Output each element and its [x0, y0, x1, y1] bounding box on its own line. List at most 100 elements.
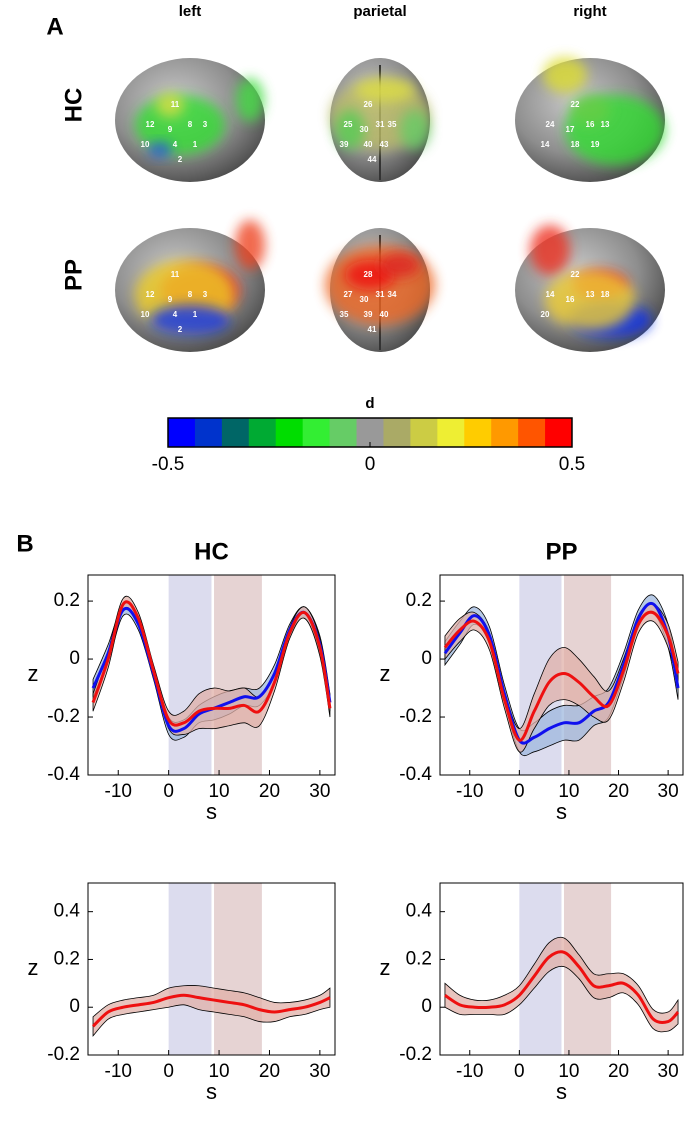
region-label: 31 [376, 290, 385, 299]
y-axis-label: z [380, 955, 391, 980]
panel-label: B [16, 530, 33, 557]
region-label: 31 [376, 120, 385, 129]
y-tick-label: -0.4 [47, 764, 80, 785]
region-label: 1 [193, 310, 198, 319]
region-label: 13 [586, 290, 595, 299]
activation-blob [335, 110, 365, 150]
x-tick-label: 0 [163, 781, 174, 802]
axes-frame [439, 574, 684, 776]
x-tick-label: 0 [514, 1061, 525, 1082]
x-tick-label: 20 [608, 781, 629, 802]
y-axis-label: z [28, 661, 39, 686]
activation-blob [570, 95, 610, 125]
region-label: 17 [566, 125, 575, 134]
error-band [444, 936, 679, 1033]
region-label: 27 [344, 290, 353, 299]
region-label: 22 [571, 270, 580, 279]
x-tick-label: 10 [208, 781, 229, 802]
region-label: 10 [141, 140, 150, 149]
x-tick-label: 30 [658, 781, 679, 802]
region-label: 19 [591, 140, 600, 149]
x-axis-label: s [206, 799, 217, 824]
series-line [444, 950, 680, 1024]
activation-blob [148, 142, 172, 158]
y-tick-label: 0.2 [406, 590, 432, 611]
x-tick-label: 0.5 [559, 454, 585, 475]
region-label: 41 [368, 325, 377, 334]
colorbar-cell [248, 418, 277, 447]
y-tick-label: -0.2 [399, 706, 432, 727]
colorbar-cell [491, 418, 519, 447]
region-label: 4 [173, 310, 178, 319]
colorbar-title: d [365, 395, 374, 412]
shaded-span [168, 575, 212, 775]
x-tick-label: 10 [558, 781, 579, 802]
x-axis-label: s [556, 1079, 567, 1104]
colorbar-cell [194, 418, 223, 447]
x-tick-label: -10 [456, 1061, 483, 1082]
y-tick-label: 0.4 [406, 901, 433, 922]
column-header: right [573, 3, 606, 20]
error-band [92, 985, 331, 1037]
region-label: 34 [388, 290, 397, 299]
activation-blob [400, 110, 430, 150]
y-axis-label: z [380, 661, 391, 686]
region-label: 9 [168, 125, 173, 134]
x-tick-label: -10 [105, 781, 132, 802]
region-label: 1 [193, 140, 198, 149]
colorbar-cell [383, 418, 411, 447]
x-tick-label: -0.5 [152, 454, 185, 475]
region-label: 43 [380, 140, 389, 149]
activation-blob [355, 78, 415, 102]
region-label: 24 [546, 120, 555, 129]
x-tick-label: 20 [259, 1061, 280, 1082]
error-band [92, 595, 331, 736]
region-label: 11 [171, 270, 180, 279]
axes-frame [87, 574, 336, 776]
y-tick-label: 0 [69, 648, 80, 669]
shaded-span [214, 575, 262, 775]
region-label: 4 [173, 140, 178, 149]
series-line [91, 600, 332, 727]
region-label: 40 [364, 140, 373, 149]
x-tick-label: 20 [259, 781, 280, 802]
region-label: 2 [178, 325, 183, 334]
series-line [443, 610, 680, 742]
region-label: 14 [541, 140, 550, 149]
activation-blob [150, 305, 230, 335]
region-label: 3 [203, 120, 208, 129]
y-tick-label: 0.2 [54, 590, 80, 611]
x-tick-label: 0 [514, 781, 525, 802]
colorbar-cell [464, 418, 492, 447]
y-tick-label: -0.2 [47, 706, 80, 727]
region-label: 44 [368, 155, 377, 164]
y-axis-label: z [28, 955, 39, 980]
x-tick-label: 30 [309, 1061, 330, 1082]
axes-frame [439, 882, 684, 1056]
activation-blob [545, 270, 635, 330]
activation-blob [380, 253, 420, 277]
region-label: 18 [601, 290, 610, 299]
column-header: parietal [353, 3, 406, 20]
x-tick-label: 10 [208, 1061, 229, 1082]
region-label: 12 [146, 290, 155, 299]
region-label: 9 [168, 295, 173, 304]
chart-title: PP [545, 538, 577, 565]
activation-blob [235, 220, 265, 270]
region-label: 14 [546, 290, 555, 299]
x-axis-label: s [556, 799, 567, 824]
region-label: 30 [360, 125, 369, 134]
x-tick-label: 0 [163, 1061, 174, 1082]
column-header: left [179, 3, 202, 20]
activation-blob [530, 225, 570, 275]
brain: 22 14 16 13 18 20 [515, 225, 665, 352]
y-tick-label: -0.4 [399, 764, 432, 785]
colorbar-cell [168, 418, 196, 447]
colorbar-cell [302, 418, 331, 447]
region-label: 11 [171, 100, 180, 109]
region-label: 16 [586, 120, 595, 129]
row-label: PP [60, 259, 87, 291]
